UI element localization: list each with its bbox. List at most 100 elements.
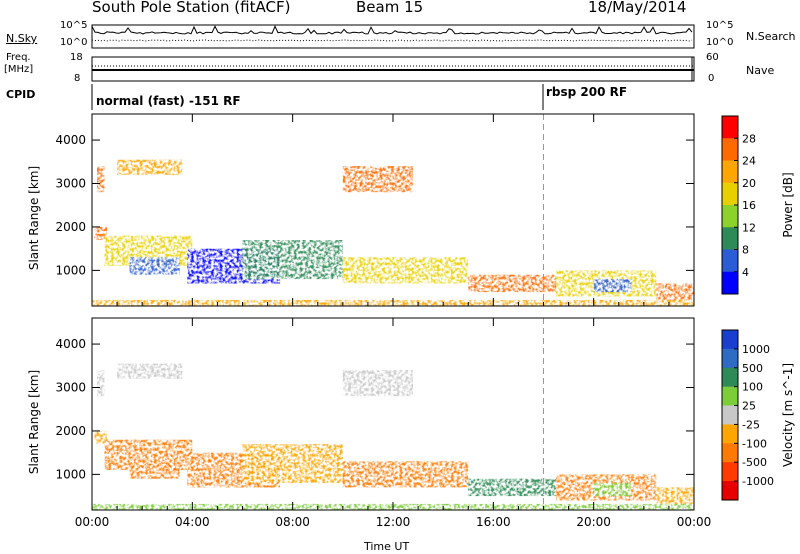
colorbar-tick-label: 100 <box>742 381 763 394</box>
echo-region <box>342 461 469 488</box>
colorbar-swatch <box>722 205 738 228</box>
echo-region <box>342 257 469 284</box>
colorbar-swatch <box>722 367 738 388</box>
colorbar-swatch <box>722 271 738 295</box>
nave-label: Nave <box>746 64 775 77</box>
y-tick-label: 1000 <box>55 467 86 481</box>
y-tick-label: 4000 <box>55 337 86 351</box>
y-tick-label: 3000 <box>55 381 86 395</box>
colorbar-tick-label: 20 <box>742 177 756 190</box>
x-tick-label: 00:00 <box>75 515 110 529</box>
velocity-panel: 1000 2000 3000 4000 00:00 04:00 08:00 12:00 16:0… <box>27 317 795 529</box>
y-tick-label: 2000 <box>55 424 86 438</box>
x-tick-label: 16:00 <box>476 515 511 529</box>
echo-region <box>593 279 632 293</box>
echo-region <box>94 226 107 240</box>
scatter-regions <box>92 363 694 510</box>
x-tick-label: 20:00 <box>576 515 611 529</box>
y-tick-label: 2000 <box>55 220 86 234</box>
echo-region <box>656 487 694 505</box>
freq-tick-bottom: 8 <box>74 73 81 84</box>
colorbar-swatch <box>722 249 738 273</box>
colorbar-tick-label: 24 <box>742 155 756 168</box>
echo-region <box>468 478 557 497</box>
colorbar-swatch <box>722 462 738 482</box>
colorbar-swatch <box>722 348 738 369</box>
echo-region <box>242 240 343 280</box>
cpid-strip: normal (fast) -151 RF rbsp 200 RF <box>91 84 627 110</box>
echo-region <box>97 166 105 193</box>
colorbar-label: Velocity [m s^-1] <box>781 363 795 467</box>
colorbar-swatch <box>722 160 738 184</box>
nsearch-tick-top: 10^5 <box>706 20 734 31</box>
freq-strip <box>91 56 695 82</box>
freq-label-line2: [MHz] <box>4 64 34 75</box>
y-tick-label: 1000 <box>55 263 86 277</box>
colorbar-swatch <box>722 386 738 407</box>
echo-region <box>242 444 343 484</box>
colorbar-swatch <box>722 330 738 350</box>
colorbar-swatch <box>722 227 738 250</box>
cpid-label: CPID <box>6 88 36 101</box>
colorbar-swatch <box>722 138 738 161</box>
colorbar-tick-label: 28 <box>742 132 756 145</box>
y-axis-label: Slant Range [km] <box>27 370 41 474</box>
freq-tick-top: 18 <box>70 52 83 63</box>
station-title: South Pole Station (fitACF) <box>92 0 291 16</box>
scatter-regions <box>92 159 694 306</box>
colorbar-tick-label: -25 <box>742 418 760 431</box>
nsky-trace <box>91 25 693 36</box>
x-tick-label: 00:00 <box>677 515 712 529</box>
cpid-mode-1: normal (fast) -151 RF <box>96 94 241 108</box>
y-tick-label: 3000 <box>55 177 86 191</box>
x-axis-label: Time UT <box>364 540 410 553</box>
nave-tick-top: 60 <box>706 52 719 63</box>
colorbar-swatch <box>722 443 738 463</box>
colorbar-swatch <box>722 481 738 501</box>
nsky-tick-bottom: 10^0 <box>60 37 88 48</box>
colorbar-tick-label: 8 <box>742 244 749 257</box>
nsky-label: N.Sky <box>6 32 38 45</box>
power-panel: 1000 2000 3000 4000 Slant Range [km] 28 24 20 16… <box>27 113 795 307</box>
echo-region <box>117 363 183 379</box>
nsearch-label: N.Search <box>746 30 796 43</box>
colorbar-tick-label: 12 <box>742 221 756 234</box>
colorbar-frame <box>721 329 739 501</box>
x-tick-label: 04:00 <box>175 515 210 529</box>
x-tick-label: 08:00 <box>275 515 310 529</box>
nsearch-trace <box>91 39 693 42</box>
nsky-strip <box>91 24 695 49</box>
colorbar-tick-label: 1000 <box>742 343 770 356</box>
colorbar-swatch <box>722 405 738 425</box>
echo-region <box>97 370 105 397</box>
cpid-mode-2: rbsp 200 RF <box>546 85 627 99</box>
date-title: 18/May/2014 <box>588 0 687 16</box>
colorbar-tick-label: -1000 <box>742 475 774 488</box>
echo-region <box>593 483 632 497</box>
colorbar-tick-label: 16 <box>742 199 756 212</box>
nave-tick-bottom: 0 <box>708 73 715 84</box>
colorbar-tick-label: -500 <box>742 456 767 469</box>
echo-region <box>129 257 180 275</box>
freq-label-line1: Freq. <box>6 52 31 63</box>
colorbar-swatch <box>722 182 738 206</box>
colorbar-swatch <box>722 116 738 139</box>
y-axis-label: Slant Range [km] <box>27 166 41 270</box>
colorbar-tick-label: 500 <box>742 362 763 375</box>
colorbar-tick-label: 25 <box>742 400 756 413</box>
colorbar-tick-label: 4 <box>742 266 749 279</box>
echo-region <box>342 370 413 397</box>
beam-title: Beam 15 <box>356 0 424 16</box>
echo-region <box>94 430 107 444</box>
colorbar-tick-label: -100 <box>742 437 767 450</box>
colorbar-label: Power [dB] <box>781 172 795 237</box>
x-tick-label: 12:00 <box>376 515 411 529</box>
echo-region <box>656 283 694 301</box>
nsearch-tick-bottom: 10^0 <box>706 37 734 48</box>
nsky-tick-top: 10^5 <box>60 20 88 31</box>
echo-region <box>468 274 557 293</box>
echo-region <box>117 159 183 175</box>
colorbar-swatch <box>722 424 738 444</box>
